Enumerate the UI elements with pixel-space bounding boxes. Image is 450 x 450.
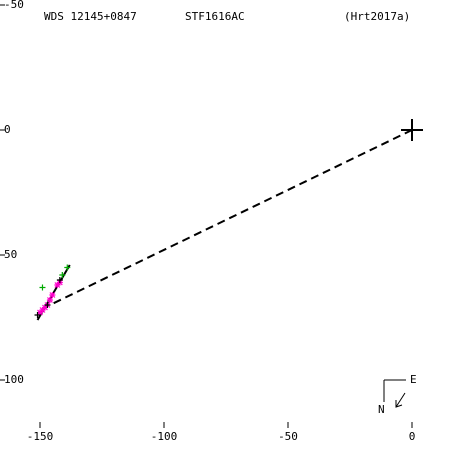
y-tick-label: 50 xyxy=(4,248,17,261)
x-tick-label: -100 xyxy=(151,430,178,443)
compass: N E xyxy=(378,373,417,416)
reference: (Hrt2017a) xyxy=(344,10,410,23)
y-tick-label: 100 xyxy=(4,373,24,386)
compass-north: N xyxy=(378,403,385,416)
observation xyxy=(34,312,41,318)
primary-star xyxy=(401,119,424,141)
chart-title: WDS 12145+0847 xyxy=(44,10,137,23)
observation xyxy=(64,264,71,271)
y-tick-label: -50 xyxy=(4,0,24,11)
observation xyxy=(39,284,46,291)
compass-arrowhead xyxy=(395,400,403,408)
x-tick-label: -150 xyxy=(27,430,54,443)
observation xyxy=(44,302,51,308)
observation xyxy=(46,297,53,303)
orbit-line xyxy=(49,129,413,306)
chart-subtitle: STF1616AC xyxy=(185,10,245,23)
x-tick-label: -50 xyxy=(278,430,298,443)
observation xyxy=(56,277,63,283)
y-tick-label: 0 xyxy=(4,123,11,136)
x-tick-label: 0 xyxy=(409,430,416,443)
compass-arrow xyxy=(395,392,406,408)
compass-east: E xyxy=(410,373,417,386)
observation xyxy=(49,292,56,298)
observation xyxy=(59,272,66,278)
